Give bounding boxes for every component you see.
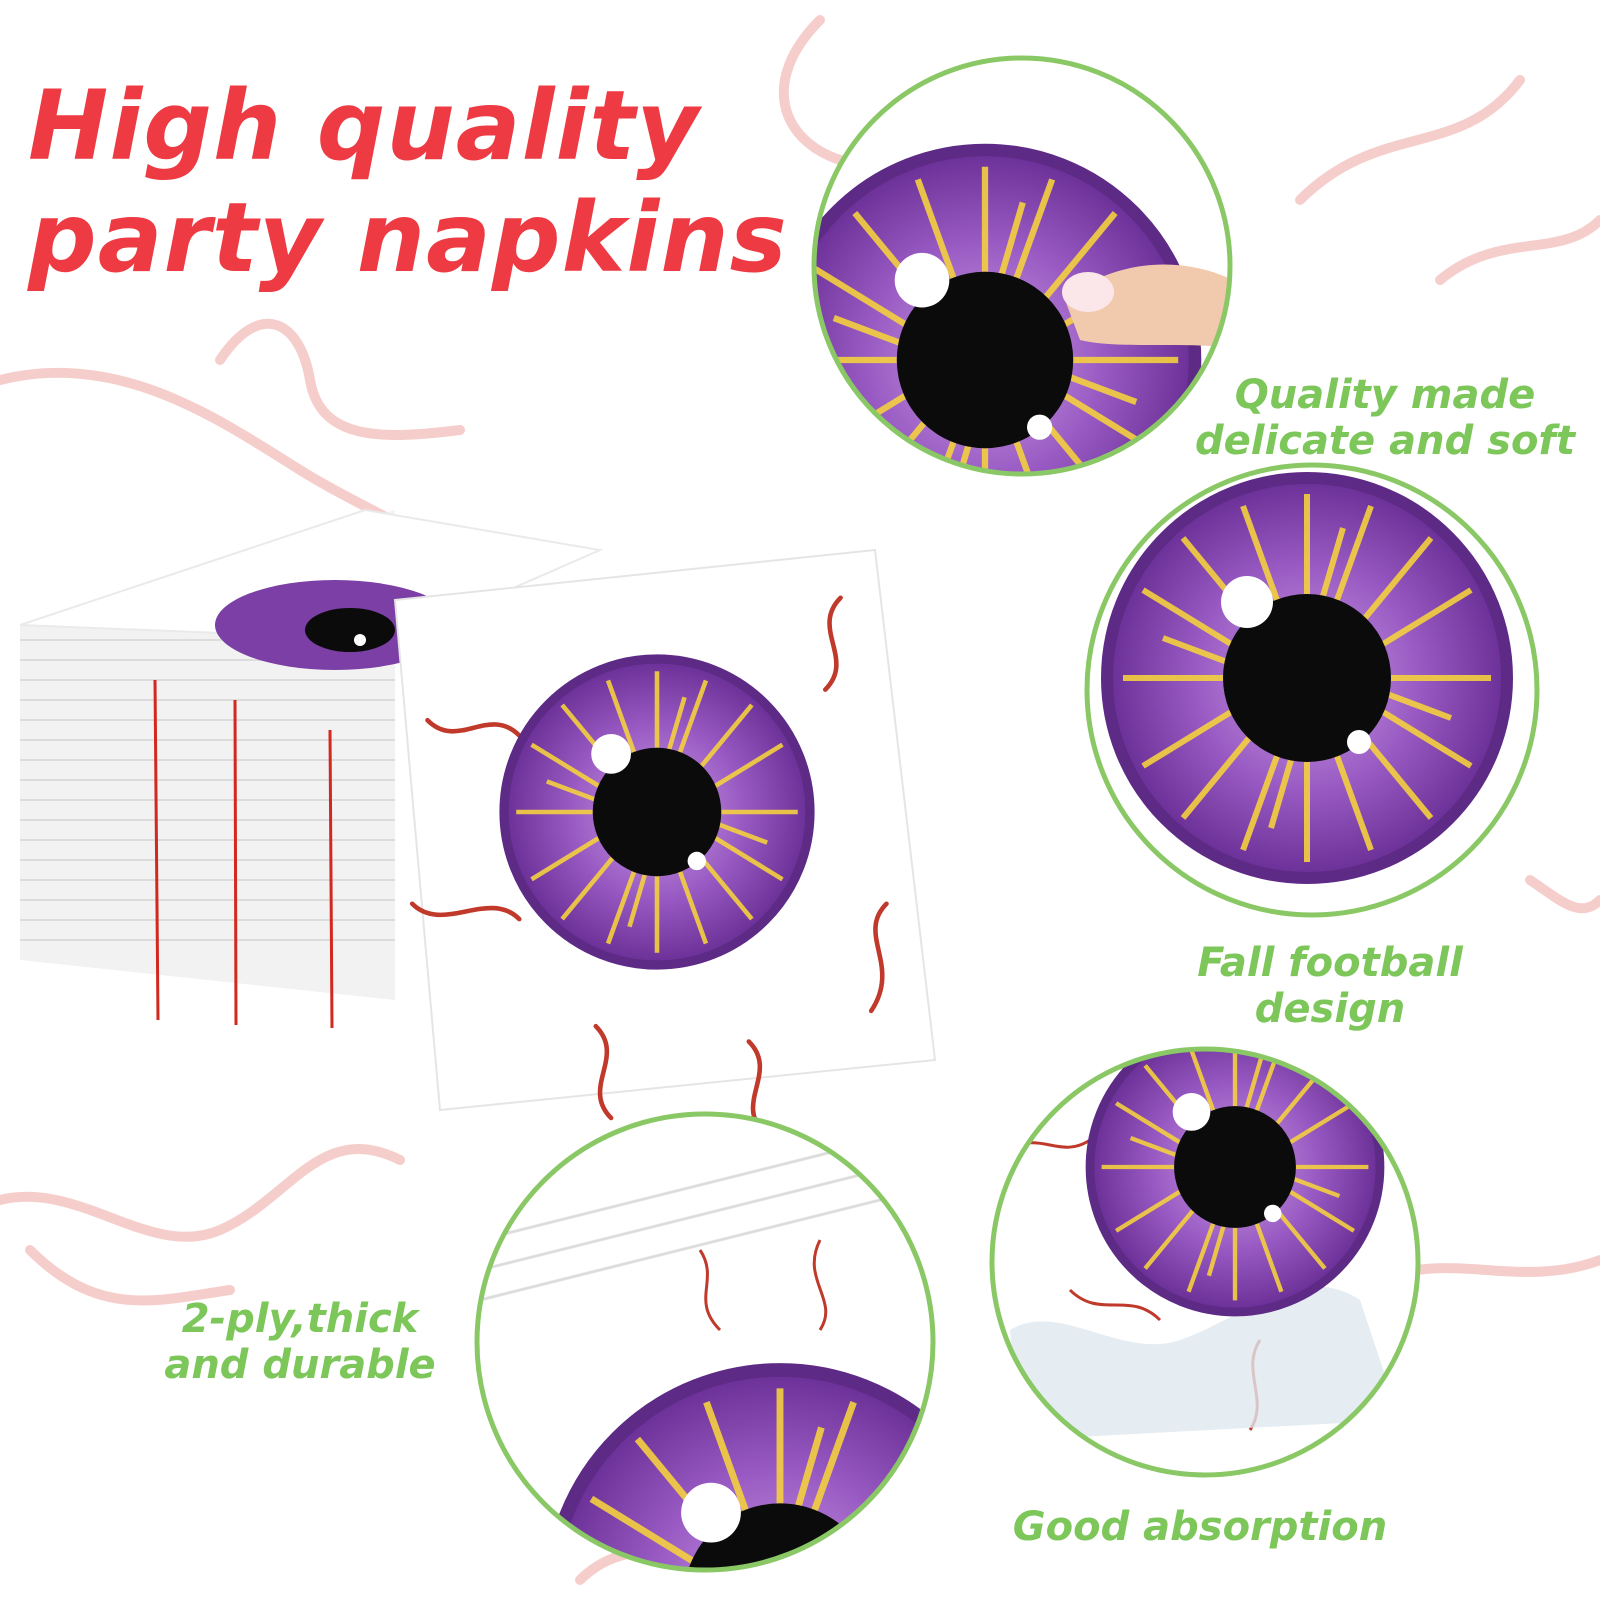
- headline: High quality party napkins: [28, 70, 788, 294]
- caption-design-line-2: design: [1254, 986, 1406, 1032]
- caption-ply: 2-ply,thick and durable: [150, 1296, 450, 1388]
- caption-quality-line-1: Quality made: [1234, 372, 1536, 418]
- zoom-circle-quality: [811, 55, 1233, 477]
- zoom-circle-ply: [474, 1111, 936, 1573]
- headline-line-2: party napkins: [28, 182, 788, 294]
- caption-ply-line-1: 2-ply,thick: [181, 1296, 419, 1342]
- caption-absorption: Good absorption: [990, 1504, 1410, 1550]
- caption-absorption-line-1: Good absorption: [1012, 1504, 1388, 1550]
- caption-design: Fall football design: [1180, 940, 1480, 1032]
- headline-line-1: High quality: [28, 70, 700, 182]
- front-napkin: [393, 548, 937, 1133]
- caption-ply-line-2: and durable: [164, 1342, 436, 1388]
- zoom-circle-design: [1084, 462, 1540, 918]
- caption-quality-line-2: delicate and soft: [1195, 418, 1575, 464]
- caption-design-line-1: Fall football: [1197, 940, 1463, 986]
- caption-quality: Quality made delicate and soft: [1180, 372, 1590, 464]
- zoom-circle-absorption: [989, 1046, 1421, 1478]
